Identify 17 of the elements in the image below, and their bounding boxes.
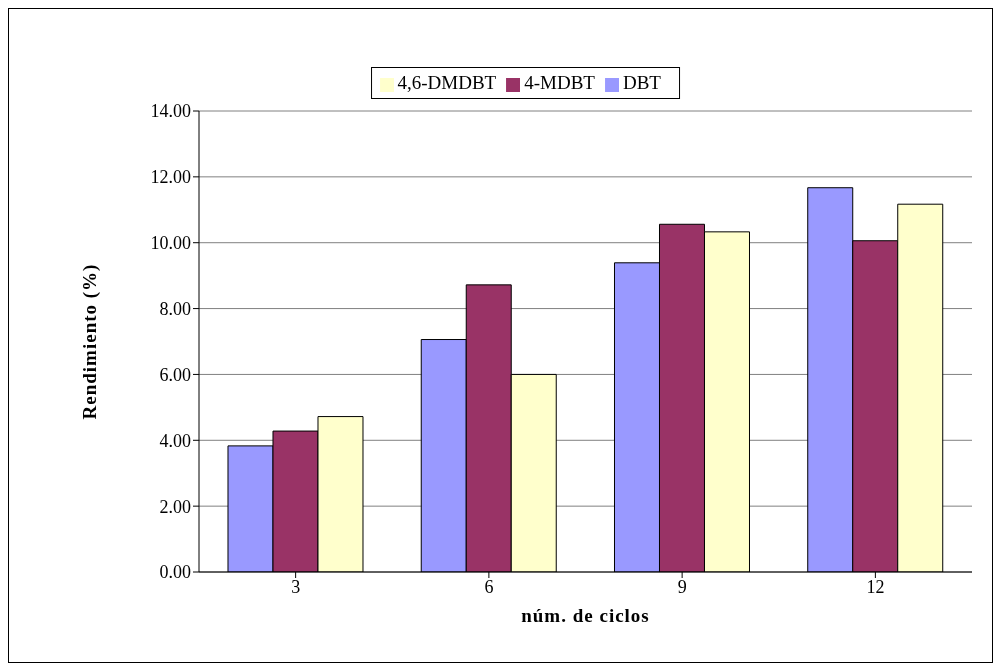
y-tick-label: 12.00 — [150, 167, 191, 188]
y-axis-title: Rendimiento (%) — [78, 263, 101, 420]
y-tick-label: 2.00 — [159, 496, 191, 517]
y-tick-label: 6.00 — [159, 364, 191, 385]
legend-label: 4,6-DMDBT — [397, 72, 497, 93]
x-tick-label: 9 — [677, 576, 687, 597]
x-tick-label: 12 — [866, 576, 885, 597]
y-tick-label: 10.00 — [150, 233, 191, 254]
y-tick-label: 0.00 — [159, 562, 191, 583]
legend-label: DBT — [622, 72, 661, 93]
y-tick-label: 8.00 — [159, 298, 191, 319]
x-axis-title: núm. de ciclos — [521, 605, 650, 626]
y-tick-label: 14.00 — [150, 101, 191, 122]
x-tick-label: 3 — [291, 576, 301, 597]
y-tick-label: 4.00 — [159, 430, 191, 451]
legend-label: 4-MDBT — [524, 72, 595, 93]
x-tick-label: 6 — [484, 576, 494, 597]
